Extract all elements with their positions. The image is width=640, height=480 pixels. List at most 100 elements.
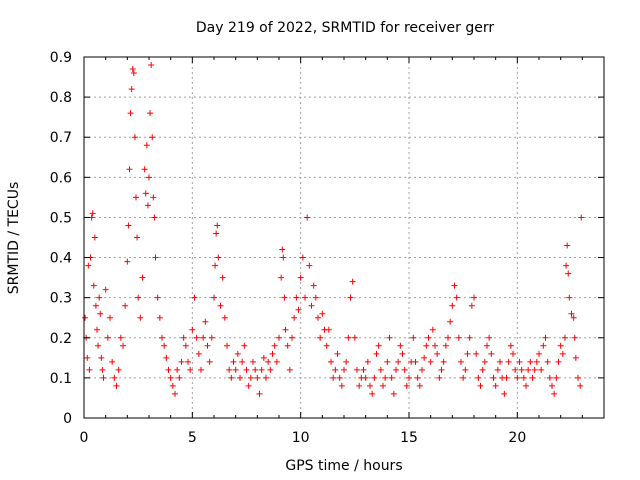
data-point (206, 358, 213, 365)
data-point (221, 314, 228, 321)
data-point (479, 366, 486, 373)
data-point (399, 350, 406, 357)
data-point (553, 374, 560, 381)
data-point (540, 342, 547, 349)
data-point (494, 366, 501, 373)
data-point (323, 342, 330, 349)
data-point (126, 166, 133, 173)
data-point (414, 374, 421, 381)
data-point (282, 326, 289, 333)
data-point (141, 166, 148, 173)
data-point (382, 374, 389, 381)
data-point (373, 350, 380, 357)
data-point (224, 342, 230, 349)
data-point (460, 374, 467, 381)
data-point (488, 350, 495, 357)
data-point (176, 374, 183, 381)
data-point (343, 358, 350, 365)
data-point (315, 314, 321, 321)
data-point (527, 358, 534, 365)
marks-layer (82, 62, 585, 397)
data-point (319, 310, 326, 317)
data-point (139, 274, 146, 281)
data-point (295, 306, 302, 313)
ticks-layer: 0 0.1 0.2 0.3 0.4 0.5 0.6 0.7 0.8 0.9 0 5 10 15 20 (50, 50, 604, 446)
data-point (531, 366, 538, 373)
data-point (449, 302, 456, 309)
data-point (455, 334, 462, 341)
data-point (351, 334, 358, 341)
data-point (375, 342, 382, 349)
data-point (551, 390, 558, 397)
data-point (174, 366, 181, 373)
data-point (332, 366, 339, 373)
x-tick-label: 0 (80, 430, 89, 446)
data-point (152, 254, 159, 261)
data-point (98, 354, 105, 361)
data-point (512, 366, 519, 373)
y-tick-label: 0.2 (50, 331, 72, 347)
data-point (447, 318, 454, 325)
data-point (252, 366, 259, 373)
data-point (204, 342, 211, 349)
data-point (148, 62, 155, 69)
data-point (557, 342, 564, 349)
y-tick-label: 0.3 (50, 291, 72, 307)
data-point (419, 366, 425, 373)
data-point (254, 374, 261, 381)
data-point (95, 342, 102, 349)
data-point (462, 366, 469, 373)
data-point (412, 358, 419, 365)
data-point (96, 294, 103, 301)
data-point (306, 262, 313, 269)
data-point (334, 350, 341, 357)
data-point (250, 358, 256, 365)
data-point (384, 358, 391, 365)
data-point (481, 358, 488, 365)
data-point (401, 366, 408, 373)
data-point (310, 282, 317, 289)
data-point (134, 234, 141, 241)
x-tick-label: 10 (292, 430, 310, 446)
data-point (568, 310, 575, 317)
data-point (427, 358, 434, 365)
data-point (151, 214, 158, 221)
data-point (293, 294, 300, 301)
data-point (364, 358, 371, 365)
data-point (549, 382, 555, 389)
x-axis-label: GPS time / hours (285, 458, 402, 474)
y-tick-label: 0.1 (50, 371, 72, 387)
data-point (258, 366, 265, 373)
data-point (187, 366, 194, 373)
data-point (133, 194, 139, 201)
data-point (117, 334, 124, 341)
y-tick-label: 0.4 (50, 251, 72, 267)
data-point (212, 262, 219, 269)
data-point (278, 274, 285, 281)
x-tick-label: 20 (508, 430, 526, 446)
data-point (312, 294, 319, 301)
data-point (438, 366, 445, 373)
data-point (213, 230, 220, 237)
data-point (97, 310, 104, 317)
data-point (104, 334, 111, 341)
data-point (99, 366, 106, 373)
data-point (281, 294, 288, 301)
data-point (291, 314, 298, 321)
data-point (442, 342, 449, 349)
data-point (94, 326, 100, 333)
data-point (143, 142, 150, 149)
data-point (120, 342, 126, 349)
data-point (131, 134, 138, 141)
data-point (228, 374, 235, 381)
data-point (390, 390, 397, 397)
data-point (432, 342, 438, 349)
data-point (195, 350, 202, 357)
data-point (279, 246, 286, 253)
data-point (514, 374, 521, 381)
data-point (247, 374, 254, 381)
data-point (90, 282, 97, 289)
data-point (86, 366, 93, 373)
data-point (142, 190, 149, 197)
